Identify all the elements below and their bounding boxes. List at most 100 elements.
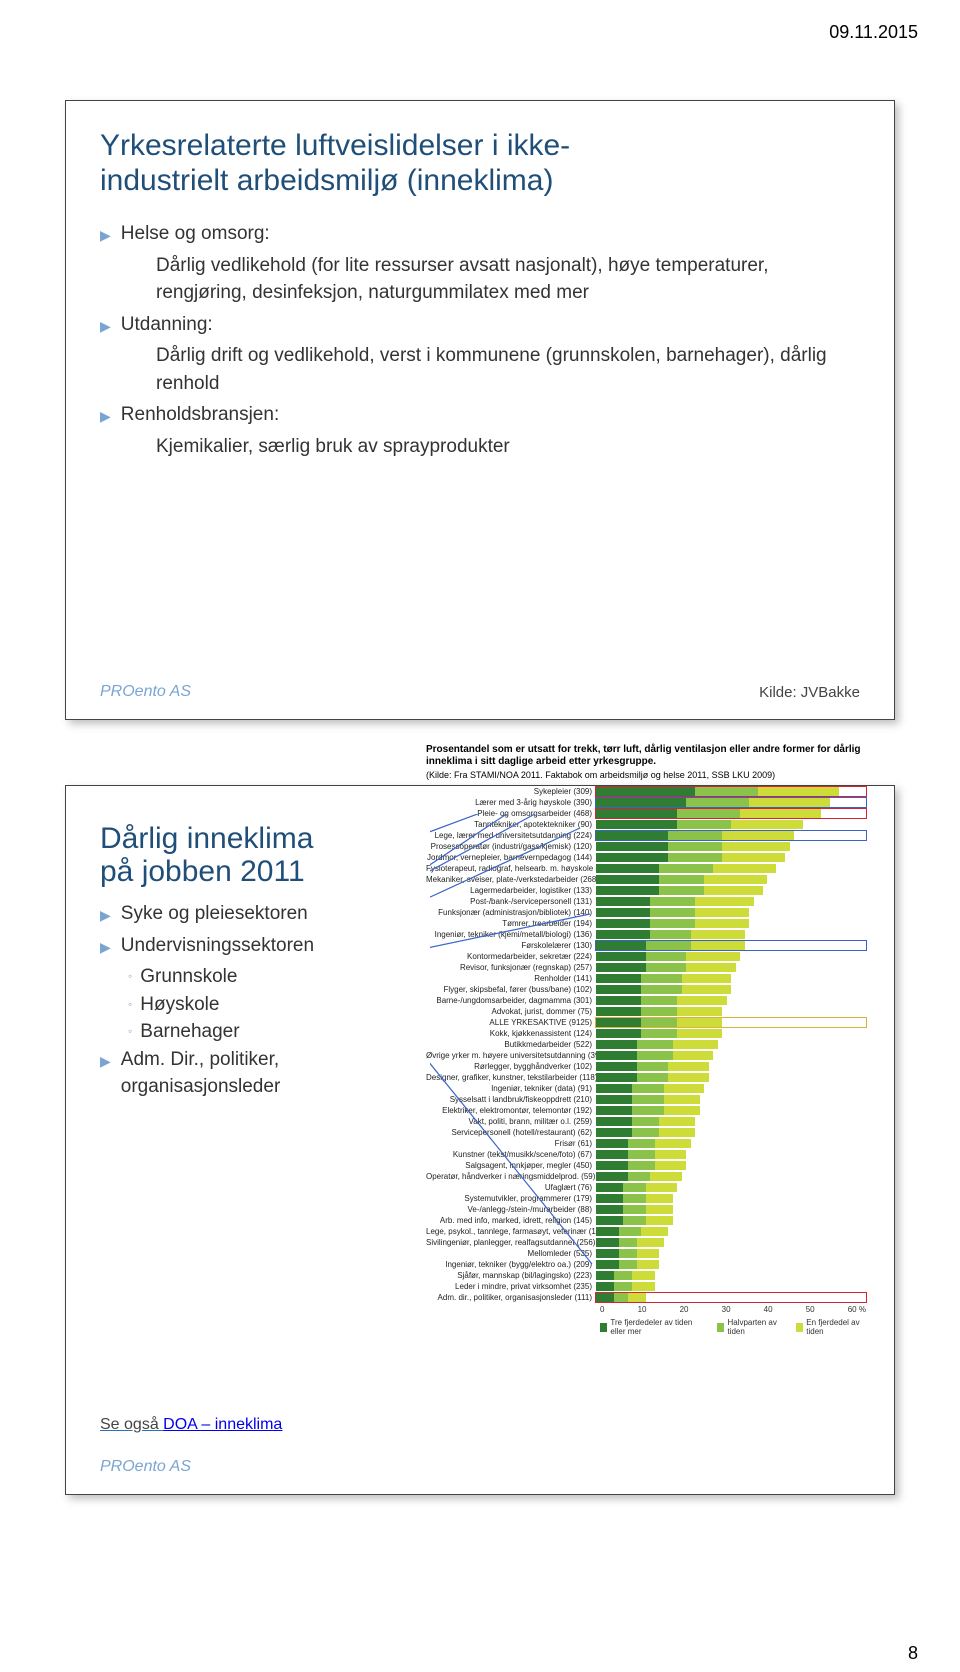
chart-row: Lege, lærer med universitetsutdanning (2… <box>426 830 866 841</box>
chart-bar-segment <box>650 919 695 928</box>
title-line2: industrielt arbeidsmiljø (inneklima) <box>100 164 553 197</box>
chart-bar-segment <box>596 1205 623 1214</box>
chart-title: Prosentandel som er utsatt for trekk, tø… <box>426 744 866 768</box>
chart-bar <box>596 1128 866 1137</box>
bar-chart: Prosentandel som er utsatt for trekk, tø… <box>426 744 866 1336</box>
chart-row-label: Sivilingeniør, planlegger, realfagsutdan… <box>426 1238 596 1247</box>
chart-row-label: Frisør (61) <box>426 1139 596 1148</box>
ring-icon: ◦ <box>128 1023 132 1046</box>
chart-bar <box>596 1249 866 1258</box>
chart-row-label: Ingeniør, tekniker (kjemi/metall/biologi… <box>426 930 596 939</box>
chart-bar-segment <box>596 831 668 840</box>
chart-bar-segment <box>596 1260 619 1269</box>
chart-bar-segment <box>596 930 650 939</box>
chart-bar-segment <box>646 1194 673 1203</box>
chart-bar-segment <box>596 1150 628 1159</box>
chart-bar-segment <box>646 1216 673 1225</box>
chart-bar-segment <box>596 1161 628 1170</box>
bullet-sub-item: ◦Høyskole <box>128 991 420 1019</box>
chart-bar-segment <box>637 1073 669 1082</box>
bullet-subtext: Dårlig drift og vedlikehold, verst i kom… <box>156 342 860 397</box>
chart-row-label: Leder i mindre, privat virksomhet (235) <box>426 1282 596 1291</box>
chart-bar-segment <box>641 1018 677 1027</box>
bullet-arrow-icon: ▶ <box>100 225 111 248</box>
chart-row-label: Arb. med info, marked, idrett, religion … <box>426 1216 596 1225</box>
chart-bar-segment <box>596 1172 628 1181</box>
chart-bar-segment <box>614 1282 632 1291</box>
chart-bar-segment <box>596 1117 632 1126</box>
chart-row-label: Ufaglært (76) <box>426 1183 596 1192</box>
chart-bar <box>596 941 866 950</box>
chart-row-label: Lagermedarbeider, logistiker (133) <box>426 886 596 895</box>
chart-row-label: Sykepleier (309) <box>426 787 596 796</box>
chart-bar-segment <box>623 1194 646 1203</box>
card1-title: Yrkesrelaterte luftveislidelser i ikke- … <box>100 129 860 198</box>
slide-card-1: Yrkesrelaterte luftveislidelser i ikke- … <box>65 100 895 720</box>
chart-bar-segment <box>596 1249 619 1258</box>
card2-footer-brand: PROento AS <box>100 1458 191 1476</box>
chart-bar-segment <box>596 1183 623 1192</box>
chart-bar-segment <box>686 798 749 807</box>
chart-bar-segment <box>677 820 731 829</box>
date-label: 09.11.2015 <box>829 22 918 43</box>
chart-bar-segment <box>668 842 722 851</box>
chart-row: Rørlegger, bygghåndverker (102) <box>426 1061 866 1072</box>
bullet-item: ▶Utdanning: <box>100 311 860 339</box>
chart-bar-segment <box>637 1260 660 1269</box>
chart-bar-segment <box>596 1040 637 1049</box>
chart-row-label: Jordmor, vernepleier, barnevernpedagog (… <box>426 853 596 862</box>
chart-bar-segment <box>628 1293 646 1302</box>
chart-row: Leder i mindre, privat virksomhet (235) <box>426 1281 866 1292</box>
chart-row: Adm. dir., politiker, organisasjonsleder… <box>426 1292 866 1303</box>
chart-row: Kokk, kjøkkenassistent (124) <box>426 1028 866 1039</box>
chart-row: Systemutvikler, programmerer (179) <box>426 1193 866 1204</box>
chart-bar-segment <box>655 1139 691 1148</box>
chart-row-label: Flyger, skipsbefal, fører (buss/bane) (1… <box>426 985 596 994</box>
chart-row-label: Pleie- og omsorgsarbeider (468) <box>426 809 596 818</box>
chart-bar-segment <box>596 1271 614 1280</box>
chart-bar-segment <box>704 886 763 895</box>
page-number: 8 <box>908 1643 918 1664</box>
chart-bar-segment <box>619 1238 637 1247</box>
chart-bar-segment <box>677 809 740 818</box>
chart-bar-segment <box>655 1161 687 1170</box>
chart-bar <box>596 864 866 873</box>
chart-bar-segment <box>664 1084 705 1093</box>
chart-bar-segment <box>628 1150 655 1159</box>
bullet-item: ▶Adm. Dir., politiker, organisasjonslede… <box>100 1046 420 1101</box>
chart-row-label: Øvrige yrker m. høyere universitetsutdan… <box>426 1051 596 1060</box>
ring-icon: ◦ <box>128 968 132 991</box>
chart-bar <box>596 1260 866 1269</box>
chart-bar-segment <box>596 1051 637 1060</box>
chart-bar-segment <box>632 1128 659 1137</box>
chart-bar-segment <box>695 908 749 917</box>
chart-bar-segment <box>628 1172 651 1181</box>
chart-bar-segment <box>722 831 794 840</box>
chart-row: Tømrer, trearbeider (194) <box>426 918 866 929</box>
chart-bar-segment <box>695 787 758 796</box>
bullet-sub-label: Barnehager <box>140 1018 239 1046</box>
chart-bar-segment <box>758 787 839 796</box>
chart-bar <box>596 974 866 983</box>
chart-bar-segment <box>637 1051 673 1060</box>
chart-bar-segment <box>713 864 776 873</box>
chart-bar-segment <box>637 1062 669 1071</box>
chart-bar <box>596 809 866 818</box>
chart-bar-segment <box>632 1084 664 1093</box>
chart-bar <box>596 1062 866 1071</box>
chart-bar-segment <box>623 1216 646 1225</box>
chart-row-label: Salgsagent, innkjøper, megler (450) <box>426 1161 596 1170</box>
bullet-label: Utdanning: <box>121 311 213 339</box>
bullet-label: Adm. Dir., politiker, organisasjonsleder <box>121 1046 420 1101</box>
chart-row: Sysselsatt i landbruk/fiskeoppdrett (210… <box>426 1094 866 1105</box>
chart-row-label: Vakt, politi, brann, militær o.l. (259) <box>426 1117 596 1126</box>
chart-row: Servicepersonell (hotell/restaurant) (62… <box>426 1127 866 1138</box>
chart-bar-segment <box>596 1095 632 1104</box>
chart-row: Sykepleier (309) <box>426 786 866 797</box>
chart-bar <box>596 853 866 862</box>
chart-bar-segment <box>646 952 687 961</box>
chart-bar-segment <box>659 864 713 873</box>
chart-row-label: Ingeniør, tekniker (data) (91) <box>426 1084 596 1093</box>
doa-link[interactable]: DOA – inneklima <box>163 1416 282 1433</box>
chart-bar-segment <box>596 886 659 895</box>
